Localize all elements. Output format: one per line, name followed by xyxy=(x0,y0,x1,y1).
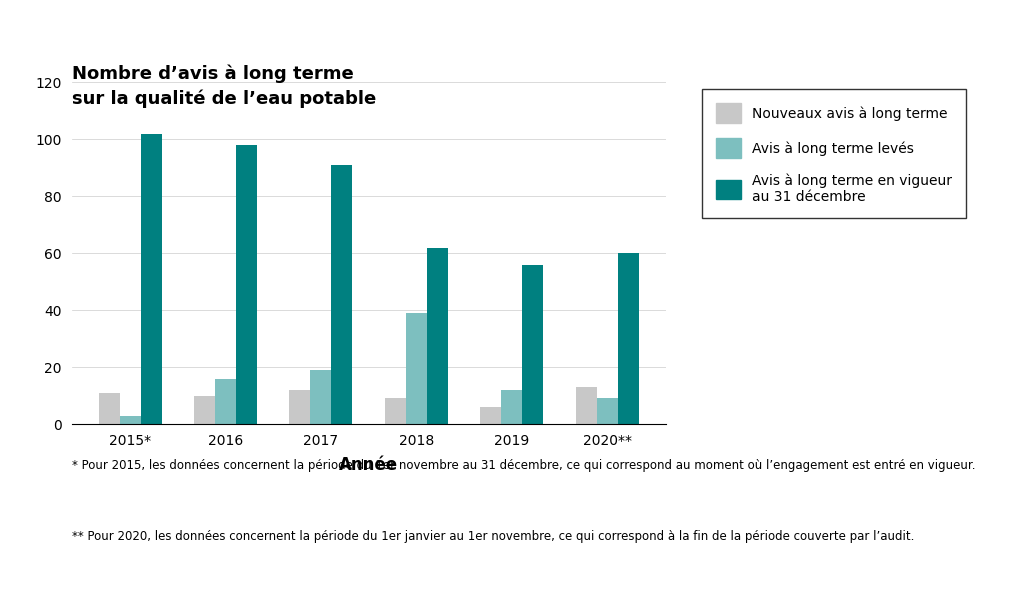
X-axis label: Année: Année xyxy=(339,456,398,474)
Legend: Nouveaux avis à long terme, Avis à long terme levés, Avis à long terme en vigueu: Nouveaux avis à long terme, Avis à long … xyxy=(702,90,966,218)
Bar xyxy=(290,390,310,424)
Bar xyxy=(597,398,617,424)
Bar xyxy=(140,134,162,424)
Bar xyxy=(310,370,332,424)
Bar xyxy=(480,407,501,424)
Bar xyxy=(237,145,257,424)
Text: Nombre d’avis à long terme
sur la qualité de l’eau potable: Nombre d’avis à long terme sur la qualit… xyxy=(72,65,376,108)
Text: * Pour 2015, les données concernent la période du 1er novembre au 31 décembre, c: * Pour 2015, les données concernent la p… xyxy=(72,459,975,472)
Bar xyxy=(617,253,639,424)
Bar xyxy=(385,398,406,424)
Bar xyxy=(575,387,597,424)
Bar xyxy=(501,390,522,424)
Bar xyxy=(98,393,120,424)
Bar xyxy=(215,379,237,424)
Bar xyxy=(406,313,427,424)
Bar xyxy=(522,264,543,424)
Bar xyxy=(427,247,447,424)
Bar xyxy=(332,165,352,424)
Bar xyxy=(195,396,215,424)
Text: ** Pour 2020, les données concernent la période du 1er janvier au 1er novembre, : ** Pour 2020, les données concernent la … xyxy=(72,530,914,543)
Bar xyxy=(120,416,140,424)
